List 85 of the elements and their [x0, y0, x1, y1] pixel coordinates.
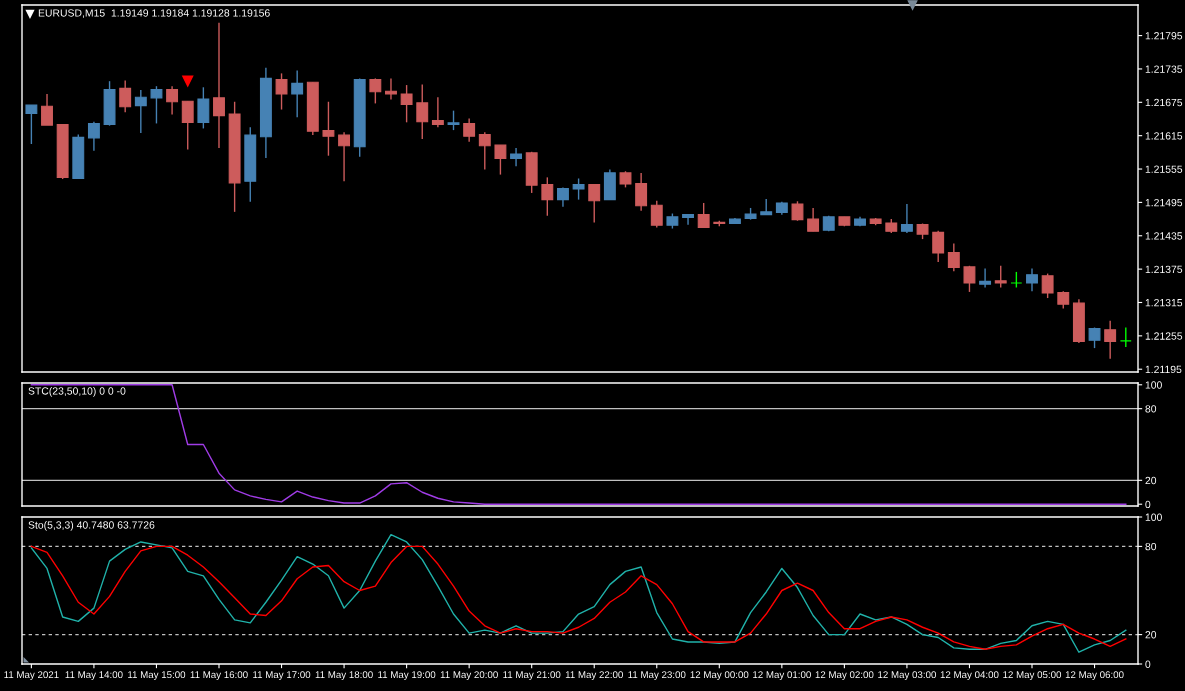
x-tick-label: 11 May 2021 [4, 671, 59, 681]
y-tick-label: 80 [1145, 405, 1157, 413]
candlestick [150, 85, 163, 125]
candlestick [510, 147, 523, 167]
candlestick [119, 79, 132, 114]
y-tick-label: 100 [1145, 381, 1162, 389]
x-tick-label: 12 May 03:00 [878, 671, 936, 681]
y-tick-label: 1.21735 [1145, 65, 1183, 73]
candlestick [291, 69, 304, 119]
x-tick-label: 11 May 21:00 [503, 671, 561, 681]
candlestick [87, 121, 100, 152]
x-tick-label: 12 May 00:00 [690, 671, 749, 681]
candlestick [25, 104, 38, 145]
x-tick-label: 11 May 23:00 [628, 671, 686, 681]
x-tick-label: 11 May 15:00 [128, 671, 186, 681]
x-tick-label: 11 May 17:00 [253, 671, 311, 681]
candlestick [322, 101, 335, 157]
y-tick-label: 20 [1145, 476, 1157, 485]
candlestick [635, 172, 648, 212]
candlestick [588, 183, 601, 224]
line-series [30, 384, 1127, 505]
candlestick [400, 84, 413, 124]
candlestick [557, 186, 569, 208]
candlestick [275, 72, 288, 111]
candlestick [447, 109, 460, 131]
x-tick-label: 12 May 02:00 [815, 671, 874, 681]
chart-title: STC(23,50,10) 0 0 -0 [28, 387, 126, 397]
candlestick [213, 22, 225, 149]
candlestick [1041, 272, 1054, 299]
x-tick-label: 12 May 05:00 [1003, 671, 1062, 681]
candlestick [369, 77, 382, 105]
candlestick [463, 117, 476, 143]
chart-title: EURUSD,M15 1.19149 1.19184 1.19128 1.19156 [38, 9, 270, 18]
x-tick-label: 11 May 22:00 [565, 671, 623, 681]
y-tick-label: 100 [1145, 513, 1162, 521]
candlestick [166, 85, 179, 116]
y-tick-label: 1.21375 [1145, 265, 1183, 274]
candlestick [932, 230, 945, 263]
x-tick-label: 11 May 16:00 [190, 671, 248, 681]
candlestick [697, 202, 710, 229]
candlestick [650, 200, 663, 229]
y-tick-label: 1.21315 [1145, 298, 1183, 307]
y-tick-label: 20 [1145, 631, 1157, 639]
y-tick-label: 0 [1145, 660, 1151, 668]
candlestick [572, 177, 585, 201]
y-tick-label: 1.21795 [1145, 32, 1183, 40]
x-tick-label: 11 May 20:00 [440, 671, 498, 681]
candlestick [963, 265, 976, 293]
y-tick-label: 1.21675 [1145, 98, 1183, 107]
candlestick [41, 93, 53, 126]
candlestick [1026, 267, 1038, 293]
candlestick [385, 77, 397, 101]
y-tick-label: 1.21615 [1145, 132, 1183, 140]
candlestick [947, 242, 960, 273]
candlestick [1104, 320, 1117, 360]
y-tick-label: 1.21555 [1145, 165, 1183, 173]
x-tick-label: 11 May 19:00 [378, 671, 436, 681]
candlestick [1119, 326, 1132, 348]
candlestick [478, 131, 491, 171]
candlestick [682, 213, 694, 226]
candlestick [197, 86, 210, 130]
candlestick [994, 265, 1007, 289]
candlestick [494, 144, 507, 176]
candlestick [338, 131, 351, 182]
candlestick [181, 100, 194, 151]
chart-title: Sto(5,3,3) 40.7480 63.7726 [28, 521, 155, 531]
candlestick [807, 207, 820, 233]
candlestick [900, 203, 913, 234]
candlestick [979, 267, 992, 289]
x-tick-label: 12 May 04:00 [940, 671, 999, 681]
y-tick-label: 0 [1145, 500, 1151, 509]
candlestick [134, 89, 147, 134]
x-tick-label: 11 May 18:00 [315, 671, 373, 681]
candlestick [416, 83, 429, 140]
x-tick-label: 12 May 01:00 [753, 671, 811, 681]
y-tick-label: 1.21195 [1145, 365, 1182, 374]
x-tick-label: 11 May 14:00 [65, 671, 123, 681]
y-tick-label: 1.21495 [1145, 198, 1183, 207]
candlestick [431, 96, 444, 129]
x-tick-label: 12 May 06:00 [1065, 671, 1124, 681]
y-tick-label: 1.21255 [1145, 332, 1183, 340]
y-tick-label: 80 [1145, 542, 1157, 551]
y-tick-label: 1.21435 [1145, 232, 1183, 240]
candlestick [541, 176, 554, 217]
candlestick [791, 200, 804, 222]
